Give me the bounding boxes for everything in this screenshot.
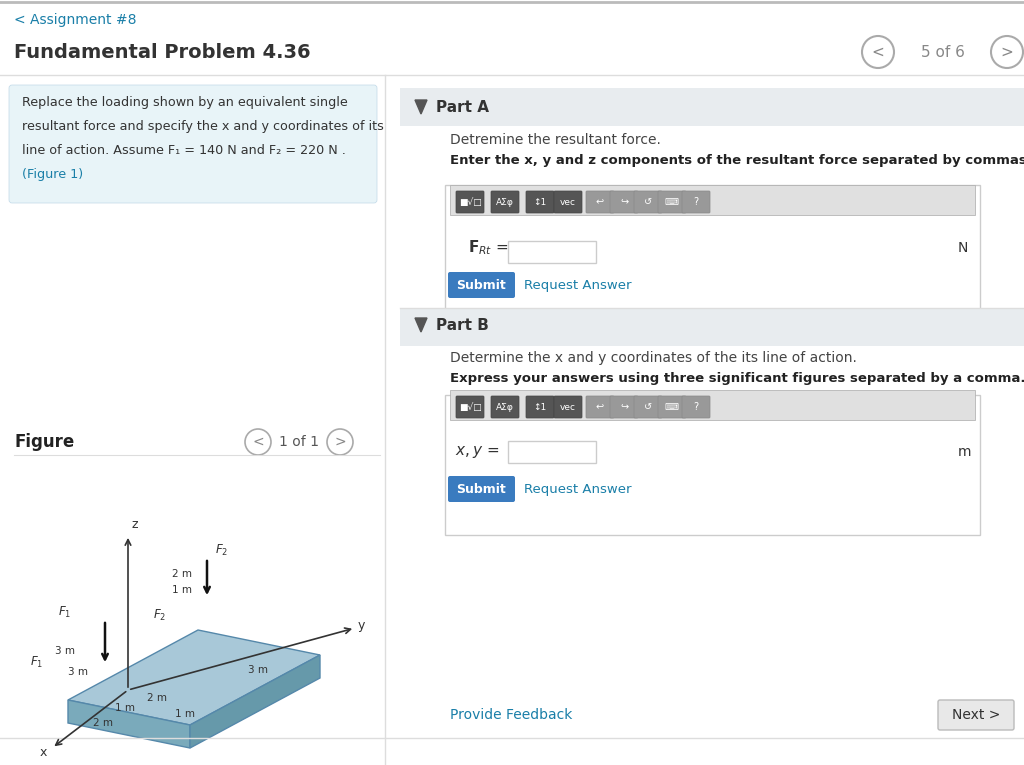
FancyBboxPatch shape	[445, 395, 980, 535]
Text: Detremine the resultant force.: Detremine the resultant force.	[450, 133, 660, 147]
FancyBboxPatch shape	[938, 700, 1014, 730]
FancyBboxPatch shape	[554, 191, 582, 213]
FancyBboxPatch shape	[658, 191, 686, 213]
FancyBboxPatch shape	[450, 390, 975, 420]
Text: 1 m: 1 m	[115, 703, 135, 713]
Text: m: m	[958, 445, 972, 459]
Text: $\mathbf{F}_{Rt}$ =: $\mathbf{F}_{Rt}$ =	[468, 239, 509, 257]
Text: ■√□: ■√□	[459, 197, 481, 207]
Text: ?: ?	[693, 402, 698, 412]
Text: Submit: Submit	[456, 483, 506, 496]
FancyBboxPatch shape	[508, 441, 596, 463]
FancyBboxPatch shape	[456, 191, 484, 213]
FancyBboxPatch shape	[554, 396, 582, 418]
Text: $F_2$: $F_2$	[153, 607, 166, 623]
Text: <: <	[871, 44, 885, 60]
Text: AΣφ: AΣφ	[496, 402, 514, 412]
Text: Part B: Part B	[436, 317, 488, 333]
Text: ⌨: ⌨	[665, 402, 679, 412]
FancyBboxPatch shape	[450, 185, 975, 215]
Text: 1 m: 1 m	[172, 585, 193, 595]
Text: ↺: ↺	[644, 197, 652, 207]
Text: $F_2$: $F_2$	[215, 542, 228, 558]
FancyBboxPatch shape	[490, 396, 519, 418]
Text: 5 of 6: 5 of 6	[921, 44, 965, 60]
Text: ↩: ↩	[596, 197, 604, 207]
FancyBboxPatch shape	[449, 476, 515, 502]
Text: ■√□: ■√□	[459, 402, 481, 412]
Text: Fundamental Problem 4.36: Fundamental Problem 4.36	[14, 43, 310, 61]
FancyBboxPatch shape	[634, 191, 662, 213]
Text: y: y	[358, 620, 366, 633]
Text: Enter the x, y and z components of the resultant force separated by commas.: Enter the x, y and z components of the r…	[450, 154, 1024, 167]
FancyBboxPatch shape	[490, 191, 519, 213]
Text: ?: ?	[693, 197, 698, 207]
Polygon shape	[68, 700, 190, 748]
Text: ⌨: ⌨	[665, 197, 679, 207]
Text: Request Answer: Request Answer	[524, 278, 632, 291]
FancyBboxPatch shape	[610, 191, 638, 213]
FancyBboxPatch shape	[449, 272, 515, 298]
Text: resultant force and specify the x and y coordinates of its: resultant force and specify the x and y …	[22, 119, 384, 132]
Text: Part A: Part A	[436, 99, 489, 115]
Text: vec: vec	[560, 402, 575, 412]
Text: Replace the loading shown by an equivalent single: Replace the loading shown by an equivale…	[22, 96, 348, 109]
Text: ↩: ↩	[596, 402, 604, 412]
Text: Provide Feedback: Provide Feedback	[450, 708, 572, 722]
Text: $F_1$: $F_1$	[30, 654, 43, 669]
Text: 2 m: 2 m	[93, 718, 113, 728]
FancyBboxPatch shape	[456, 396, 484, 418]
Text: ↪: ↪	[620, 402, 628, 412]
Text: AΣφ: AΣφ	[496, 197, 514, 207]
Text: line of action. Assume F₁ = 140 N and F₂ = 220 N .: line of action. Assume F₁ = 140 N and F₂…	[22, 144, 346, 157]
Text: vec: vec	[560, 197, 575, 207]
Text: 3 m: 3 m	[248, 665, 268, 675]
FancyBboxPatch shape	[400, 88, 1024, 126]
Text: Figure: Figure	[14, 433, 75, 451]
Text: (Figure 1): (Figure 1)	[22, 168, 83, 181]
FancyBboxPatch shape	[445, 185, 980, 340]
Text: Submit: Submit	[456, 278, 506, 291]
FancyBboxPatch shape	[508, 241, 596, 263]
Text: <: <	[252, 435, 264, 449]
Polygon shape	[190, 655, 319, 748]
Text: ↺: ↺	[644, 402, 652, 412]
FancyBboxPatch shape	[9, 85, 377, 203]
Text: ↕1: ↕1	[534, 402, 547, 412]
Text: x: x	[40, 746, 47, 759]
FancyBboxPatch shape	[610, 396, 638, 418]
Text: $F_1$: $F_1$	[58, 604, 72, 620]
FancyBboxPatch shape	[682, 191, 710, 213]
Text: Express your answers using three significant figures separated by a comma.: Express your answers using three signifi…	[450, 372, 1024, 385]
FancyBboxPatch shape	[526, 396, 554, 418]
Text: >: >	[334, 435, 346, 449]
Text: z: z	[131, 518, 137, 531]
Text: 3 m: 3 m	[68, 667, 88, 677]
Text: 2 m: 2 m	[147, 693, 167, 703]
FancyBboxPatch shape	[634, 396, 662, 418]
FancyBboxPatch shape	[658, 396, 686, 418]
Text: >: >	[1000, 44, 1014, 60]
Text: Request Answer: Request Answer	[524, 483, 632, 496]
Text: 2 m: 2 m	[172, 569, 193, 579]
FancyBboxPatch shape	[400, 308, 1024, 346]
FancyBboxPatch shape	[682, 396, 710, 418]
Text: 1 of 1: 1 of 1	[279, 435, 319, 449]
Text: N: N	[958, 241, 969, 255]
Text: 1 m: 1 m	[175, 709, 195, 719]
Polygon shape	[68, 630, 319, 725]
Polygon shape	[415, 100, 427, 114]
Text: Next >: Next >	[952, 708, 1000, 722]
Text: ↪: ↪	[620, 197, 628, 207]
FancyBboxPatch shape	[586, 396, 614, 418]
FancyBboxPatch shape	[526, 191, 554, 213]
Text: 3 m: 3 m	[55, 646, 75, 656]
Text: ↕1: ↕1	[534, 197, 547, 207]
Polygon shape	[415, 318, 427, 332]
Text: < Assignment #8: < Assignment #8	[14, 13, 136, 27]
Text: $x, y$ =: $x, y$ =	[455, 444, 500, 460]
Text: Determine the x and y coordinates of the its line of action.: Determine the x and y coordinates of the…	[450, 351, 857, 365]
FancyBboxPatch shape	[586, 191, 614, 213]
